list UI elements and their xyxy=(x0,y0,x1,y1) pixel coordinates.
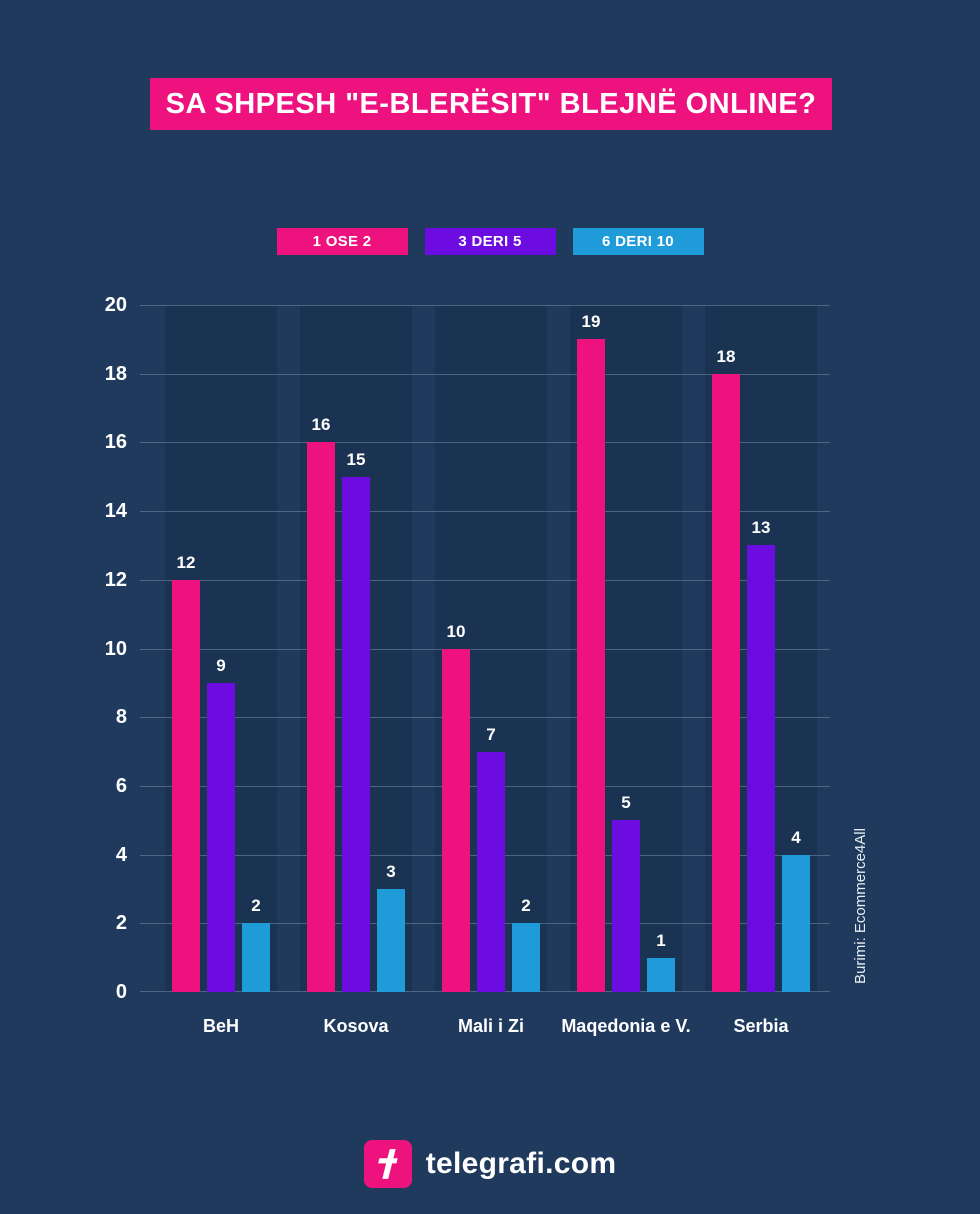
bar-beh-series-2 xyxy=(242,923,270,992)
bar-maqedonia-e-v--series-1 xyxy=(612,820,640,992)
y-tick-label: 14 xyxy=(104,500,127,523)
y-tick-label: 2 xyxy=(115,912,127,935)
bar-value-label: 3 xyxy=(386,861,396,881)
y-tick-label: 6 xyxy=(115,774,127,797)
y-tick-label: 8 xyxy=(115,706,127,729)
x-tick-label: Kosova xyxy=(323,1016,389,1036)
brand-text: telegrafi.com xyxy=(425,1147,617,1180)
bar-maqedonia-e-v--series-2 xyxy=(647,957,675,992)
y-tick-label: 18 xyxy=(104,362,127,385)
bar-mali-i-zi-series-1 xyxy=(477,751,505,992)
bar-kosova-series-2 xyxy=(377,888,405,992)
bar-value-label: 13 xyxy=(751,518,771,538)
bar-value-label: 4 xyxy=(791,827,801,847)
legend-label: 3 DERI 5 xyxy=(458,233,522,250)
y-axis-labels: 0 2 4 6 8 10 12 14 16 18 20 xyxy=(55,294,127,1003)
x-tick-label: Maqedonia e V. xyxy=(561,1016,691,1036)
bar-value-label: 18 xyxy=(716,346,736,366)
bar-value-label: 16 xyxy=(311,415,331,435)
y-tick-label: 4 xyxy=(115,843,127,866)
gridline xyxy=(140,305,830,306)
x-tick-label: BeH xyxy=(202,1016,239,1036)
legend-item-6-deri-10: 6 DERI 10 xyxy=(572,228,704,255)
y-tick-label: 12 xyxy=(104,568,127,591)
legend-item-3-deri-5: 3 DERI 5 xyxy=(424,228,556,255)
bar-kosova-series-1 xyxy=(342,476,370,992)
title-banner: SA SHPESH "E-BLERËSIT" BLEJNË ONLINE? xyxy=(150,78,832,130)
bar-value-label: 2 xyxy=(521,896,531,916)
y-tick-label: 16 xyxy=(104,431,127,454)
bar-value-label: 7 xyxy=(486,724,496,744)
bar-beh-series-1 xyxy=(207,682,235,992)
gridline xyxy=(140,373,830,375)
legend-label: 6 DERI 10 xyxy=(602,233,674,250)
bar-kosova-series-0 xyxy=(307,442,335,992)
chart-title: SA SHPESH "E-BLERËSIT" BLEJNË ONLINE? xyxy=(165,87,817,120)
bar-mali-i-zi-series-2 xyxy=(512,923,540,992)
bar-maqedonia-e-v--series-0 xyxy=(577,339,605,992)
x-tick-label: Serbia xyxy=(733,1016,789,1036)
x-tick-label: Mali i Zi xyxy=(457,1016,524,1036)
y-tick-label: 0 xyxy=(115,981,127,1003)
legend-item-1-ose-2: 1 OSE 2 xyxy=(276,228,408,255)
bar-mali-i-zi-series-0 xyxy=(442,648,470,992)
telegrafi-t-icon xyxy=(377,1149,398,1179)
bar-beh-series-0 xyxy=(172,579,200,992)
bar-value-label: 5 xyxy=(621,793,631,813)
telegrafi-logo xyxy=(363,1140,412,1188)
bar-value-label: 2 xyxy=(251,896,261,916)
legend-label: 1 OSE 2 xyxy=(312,233,372,250)
gridline xyxy=(140,579,830,581)
gridline xyxy=(140,442,830,444)
plot-area: 12 9 2 16 15 3 10 7 2 19 5 1 18 13 4 xyxy=(140,305,830,992)
bar-serbia-series-0 xyxy=(712,373,740,992)
bar-value-label: 9 xyxy=(216,655,226,675)
y-tick-label: 10 xyxy=(104,637,127,660)
bar-value-label: 19 xyxy=(581,312,601,332)
gridline xyxy=(140,511,830,513)
bar-value-label: 10 xyxy=(446,621,466,641)
gridline xyxy=(140,717,830,719)
footer-branding: telegrafi.com xyxy=(0,1140,980,1188)
bar-serbia-series-2 xyxy=(782,854,810,992)
legend: 1 OSE 2 3 DERI 5 6 DERI 10 xyxy=(0,228,980,255)
bar-value-label: 12 xyxy=(176,552,196,572)
bar-value-label: 15 xyxy=(346,449,366,469)
gridline xyxy=(140,648,830,650)
source-credit: Burimi: Ecommerce4All xyxy=(852,828,869,984)
bar-serbia-series-1 xyxy=(747,545,775,992)
x-axis-labels: BeH Kosova Mali i Zi Maqedonia e V. Serbia xyxy=(140,1016,830,1046)
bar-value-label: 1 xyxy=(656,930,666,950)
y-tick-label: 20 xyxy=(104,294,127,316)
